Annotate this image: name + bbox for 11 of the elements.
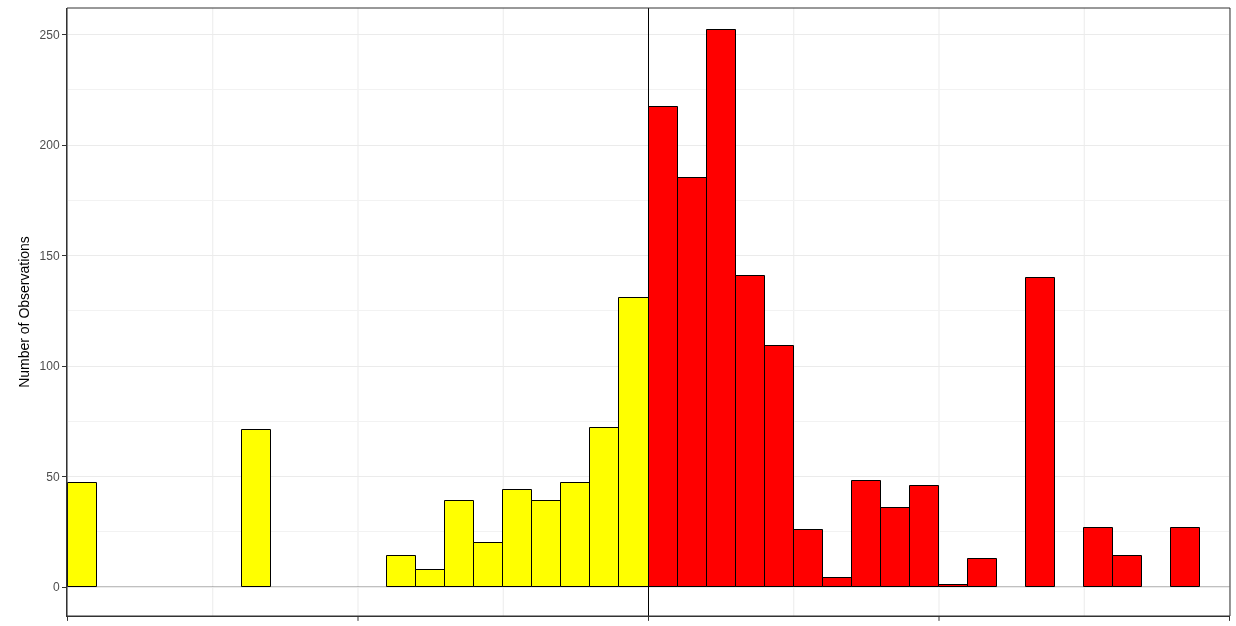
bar — [241, 429, 271, 587]
y-tick-label: 200 — [39, 138, 60, 153]
y-tick-label: 50 — [46, 469, 60, 484]
y-tick-label: 0 — [52, 580, 60, 595]
y-tick-label: 150 — [39, 248, 60, 263]
bar — [1170, 527, 1200, 587]
y-axis-title: Number of Observations — [16, 236, 33, 388]
y-tick-label: 100 — [39, 359, 60, 374]
bar — [1025, 277, 1055, 587]
bar — [67, 482, 97, 587]
y-tick-label: 250 — [39, 27, 60, 42]
